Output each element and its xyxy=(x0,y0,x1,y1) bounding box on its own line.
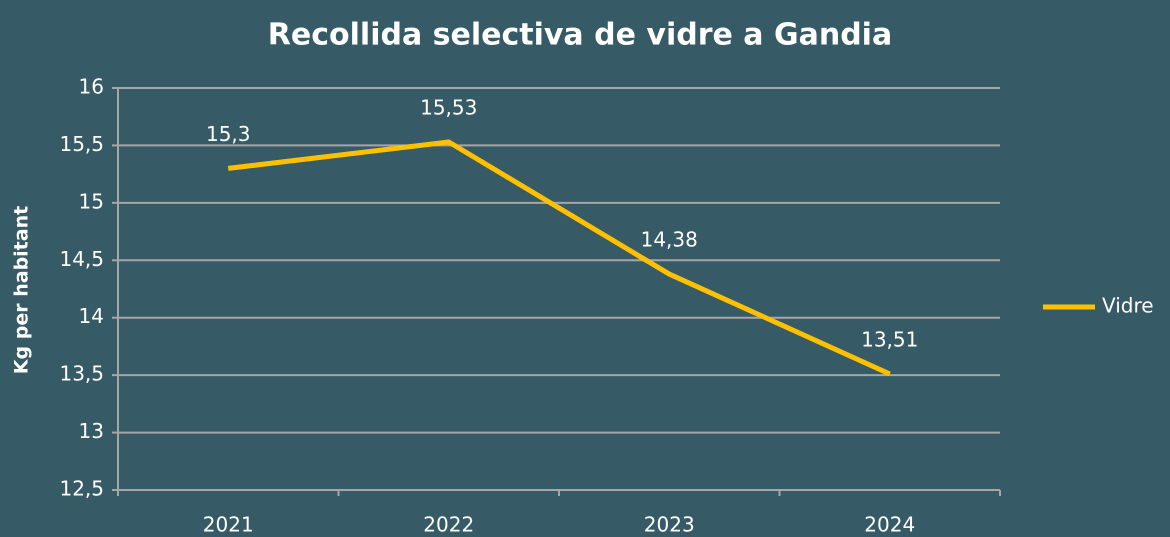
line-series xyxy=(227,139,891,377)
y-axis-label: Kg per habitant xyxy=(11,206,33,374)
x-tick-label: 2022 xyxy=(423,513,474,537)
y-tick-label: 13 xyxy=(79,419,104,443)
chart-title: Recollida selectiva de vidre a Gandia xyxy=(268,18,892,53)
x-tick-label: 2024 xyxy=(864,513,915,537)
y-tick-label: 14,5 xyxy=(59,247,104,271)
data-label: 14,38 xyxy=(641,228,698,252)
y-tick-label: 15,5 xyxy=(59,132,104,156)
y-tick-label: 15 xyxy=(79,189,104,213)
y-tick-label: 16 xyxy=(79,75,104,99)
y-tick-label: 12,5 xyxy=(59,477,104,501)
data-label: 15,53 xyxy=(420,95,477,119)
y-tick-label: 14 xyxy=(79,304,104,328)
x-tick-label: 2021 xyxy=(203,513,254,537)
data-label: 13,51 xyxy=(861,327,918,351)
legend-label: Vidre xyxy=(1102,294,1154,318)
y-tick-label: 13,5 xyxy=(59,362,104,386)
data-label: 15,3 xyxy=(206,122,251,146)
x-tick-label: 2023 xyxy=(644,513,695,537)
